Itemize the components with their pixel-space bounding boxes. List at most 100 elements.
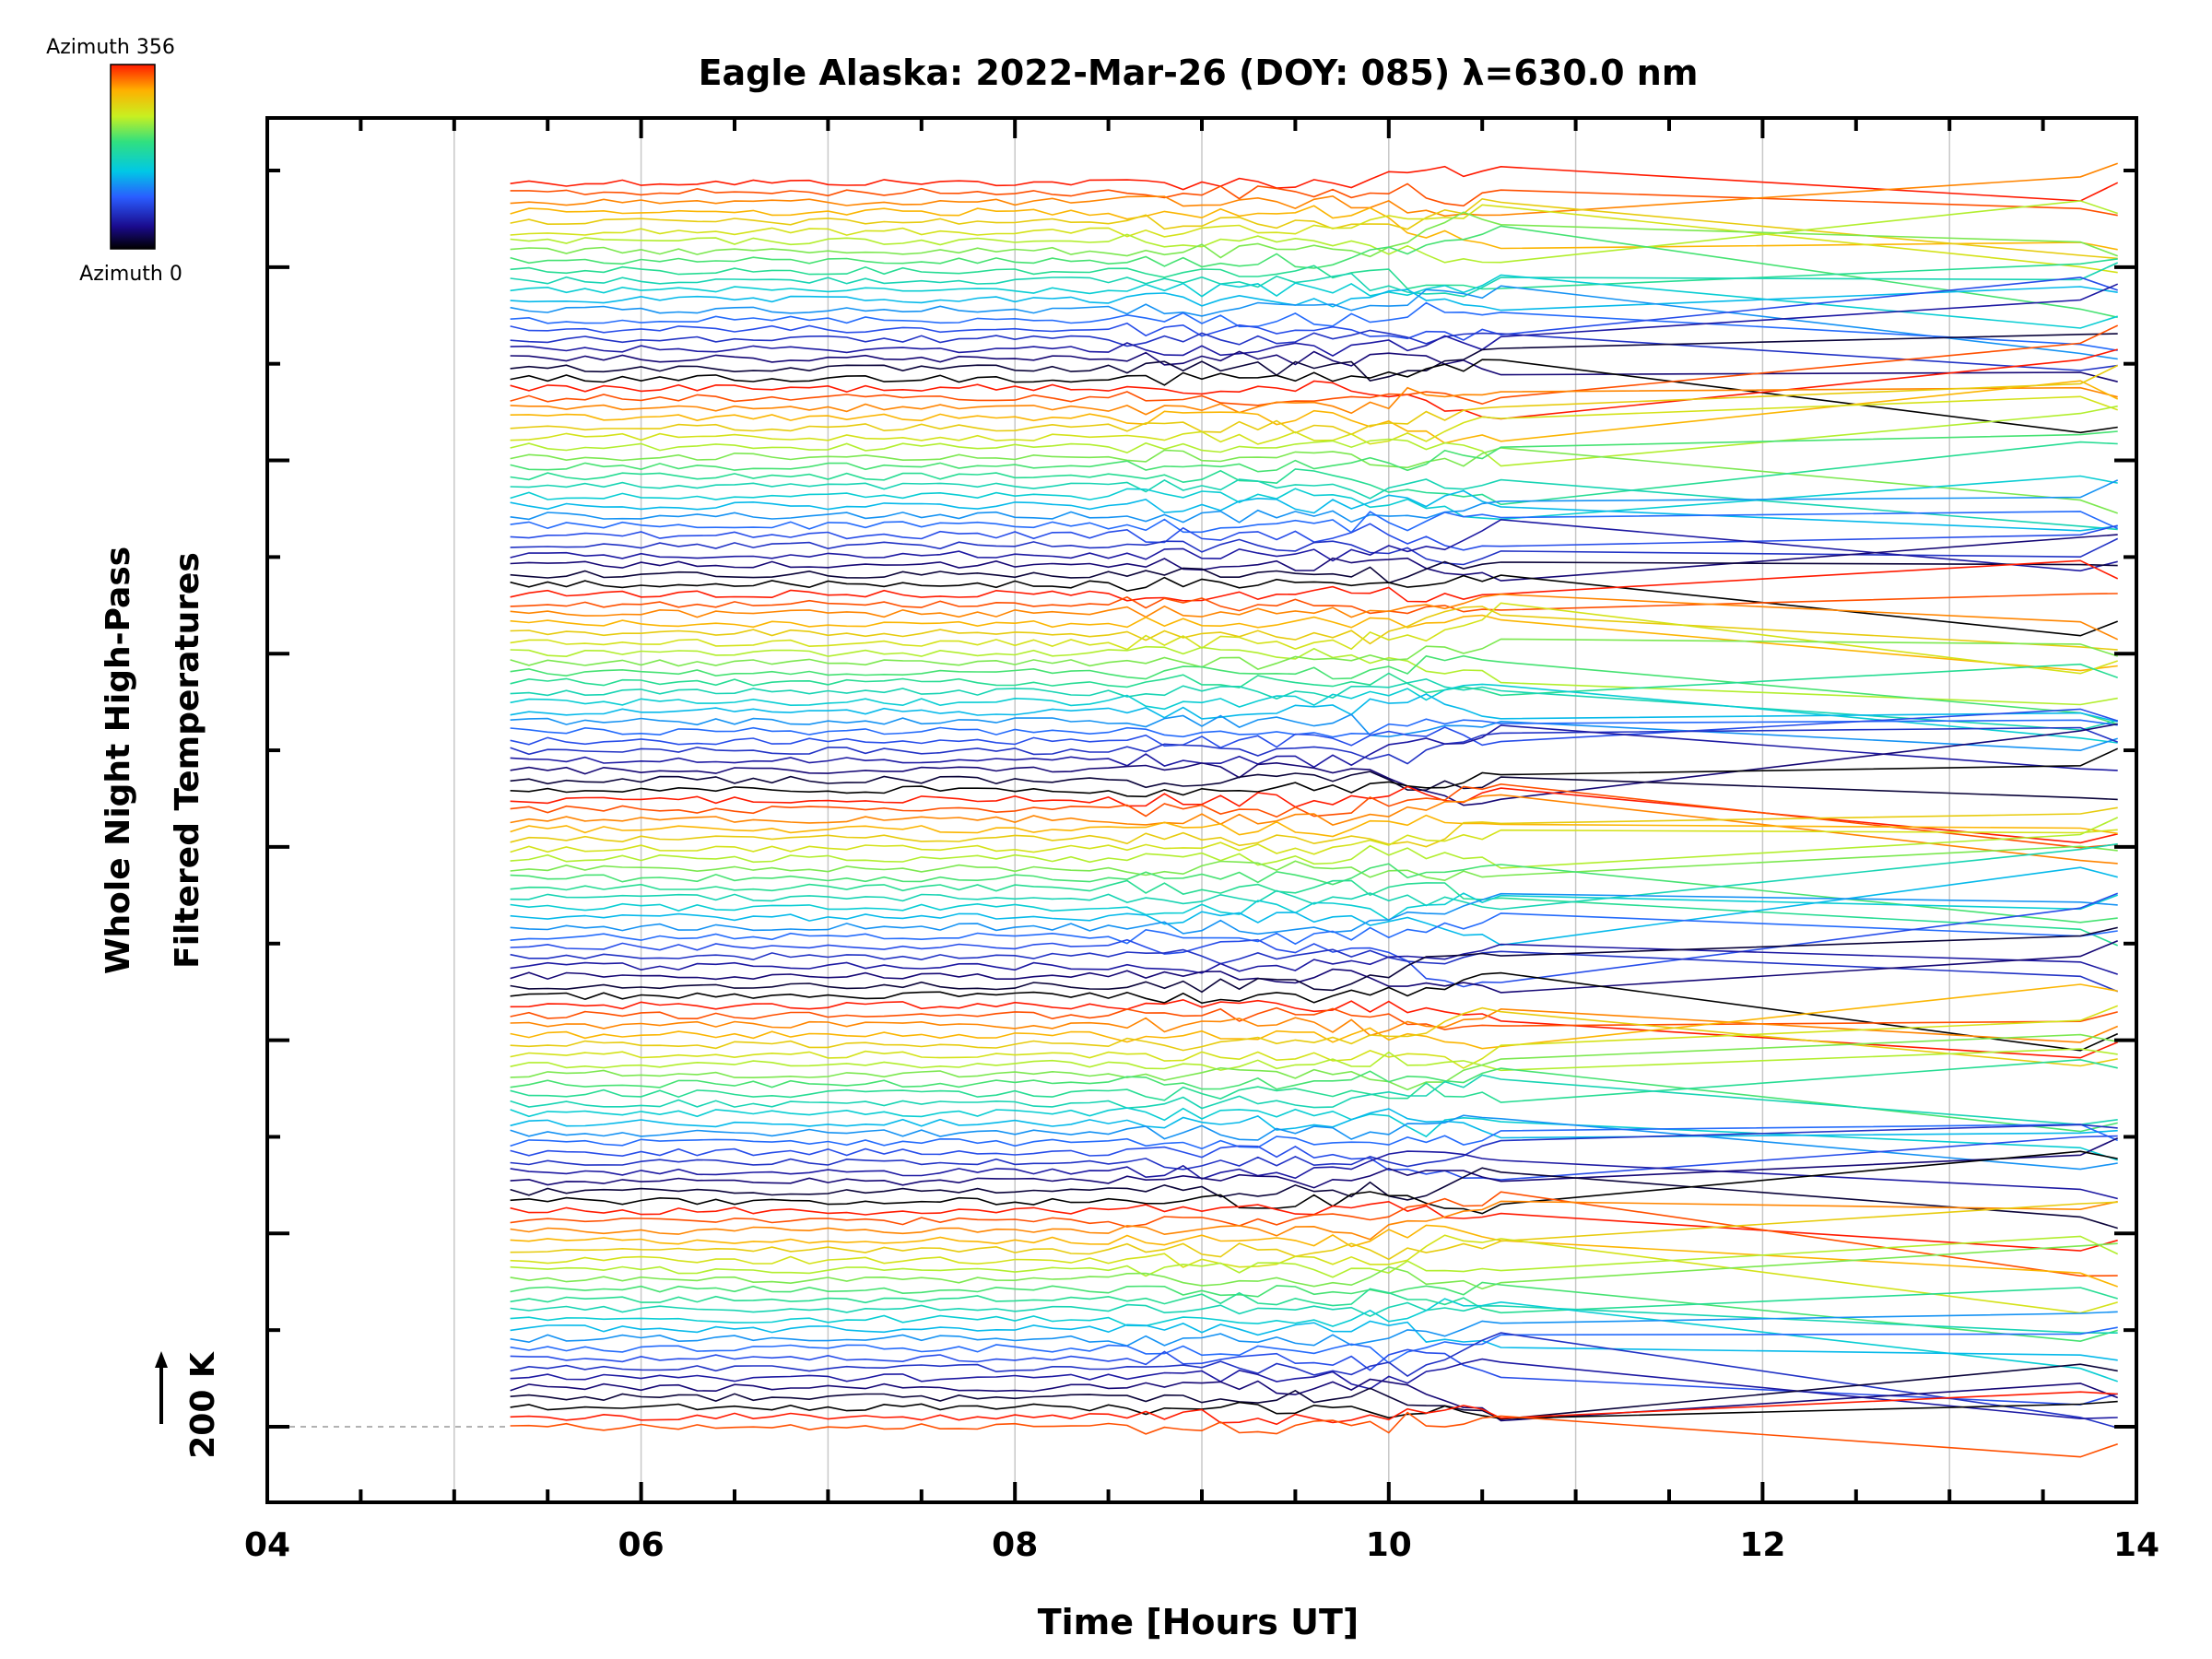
series-line (510, 165, 2119, 202)
series-line (510, 1107, 2118, 1161)
series-line (510, 718, 2118, 738)
series-line (510, 211, 2118, 259)
axes-layer: 04 06 08 10 12 14 (244, 116, 2159, 1564)
series-line (510, 817, 2119, 869)
series-line (510, 971, 2119, 1052)
series-line (510, 1006, 2118, 1030)
x-tick-label: 14 (2113, 1526, 2159, 1564)
series-line (510, 1320, 2118, 1361)
series-line (510, 1200, 2118, 1252)
series-line (510, 276, 2118, 341)
series-line (510, 1033, 2118, 1091)
series-line (510, 489, 2118, 532)
series-line (510, 286, 2118, 312)
series-line (510, 1298, 2118, 1382)
x-axis-label: Time [Hours UT] (1038, 1602, 1359, 1642)
series-line (510, 771, 2118, 801)
series-line (510, 1124, 2118, 1171)
series-line (510, 1058, 2118, 1103)
series-line (510, 1005, 2118, 1069)
series-line (510, 782, 2118, 849)
series-line (510, 359, 2118, 434)
series-line (510, 998, 2119, 1059)
series-line (510, 258, 2118, 290)
series-line (510, 1150, 2118, 1200)
series-line (510, 441, 2118, 506)
series-line (510, 1191, 2118, 1277)
series-line (510, 197, 2118, 260)
series-line (510, 1067, 2118, 1133)
series-line (510, 1224, 2118, 1288)
series-line (510, 511, 2119, 534)
series-line (510, 892, 2118, 922)
colorbar-bottom-label: Azimuth 0 (79, 263, 182, 286)
series-line (510, 1200, 2118, 1241)
series-line (510, 301, 2118, 351)
x-tick-label: 08 (992, 1526, 1038, 1564)
x-tick-label: 12 (1739, 1526, 1785, 1564)
series-line (510, 1201, 2118, 1261)
azimuth-colorbar (110, 64, 156, 250)
series-line (510, 983, 2118, 1050)
series-line (510, 559, 2119, 603)
y-axis-label-line1: Whole Night High-Pass (100, 547, 137, 974)
series-line (510, 1167, 2118, 1230)
series-line (510, 943, 2118, 975)
series-line (510, 638, 2118, 670)
series-line (510, 606, 2118, 651)
series-line (510, 654, 2118, 725)
series-line (510, 926, 2118, 994)
series-line (510, 560, 2118, 584)
series-line (510, 1074, 2118, 1126)
series-line (510, 1242, 2118, 1290)
series-line (510, 614, 2118, 672)
series-line (510, 324, 2119, 406)
series-line (510, 1048, 2118, 1072)
series-line (510, 1108, 2118, 1139)
series-line (510, 912, 2118, 946)
series-line (510, 814, 2118, 838)
series-line (510, 1378, 2118, 1422)
series-line (510, 842, 2118, 911)
series-line (510, 430, 2118, 473)
series-line (510, 1358, 2118, 1420)
series-line (510, 1124, 2119, 1150)
series-line (510, 593, 2119, 641)
series-line (510, 204, 2118, 274)
series-line (510, 602, 2118, 675)
series-line (510, 948, 2119, 993)
series-line (510, 708, 2118, 749)
series-line (510, 1137, 2119, 1189)
chart-title: Eagle Alaska: 2022-Mar-26 (DOY: 085) λ=6… (699, 53, 1699, 93)
x-tick-label: 06 (618, 1526, 665, 1564)
series-line (510, 405, 2118, 467)
x-tick-label: 10 (1366, 1526, 1412, 1564)
series-line (510, 447, 2118, 514)
series-line (510, 892, 2118, 988)
colorbar-top-label: Azimuth 356 (46, 36, 175, 59)
series-line (510, 1411, 2118, 1458)
series-line (510, 518, 2118, 572)
series-line (510, 380, 2119, 444)
series-line (510, 1150, 2118, 1215)
series-line (510, 1332, 2118, 1429)
series-layer (510, 162, 2119, 1458)
y-axis-label-line2: Filtered Temperatures (169, 552, 206, 969)
series-line (510, 205, 2118, 251)
series-line (510, 574, 2118, 637)
series-line (510, 863, 2118, 924)
series-line (510, 350, 2118, 382)
series-line (510, 1363, 2118, 1420)
series-line (510, 723, 2118, 806)
series-line (510, 1114, 2118, 1171)
series-line (510, 475, 2118, 521)
series-line (510, 537, 2119, 566)
series-line (510, 1234, 2118, 1314)
series-line (510, 829, 2118, 855)
series-line (510, 693, 2118, 723)
series-line (510, 182, 2118, 217)
series-line (510, 866, 2118, 947)
series-line (510, 1301, 2118, 1334)
